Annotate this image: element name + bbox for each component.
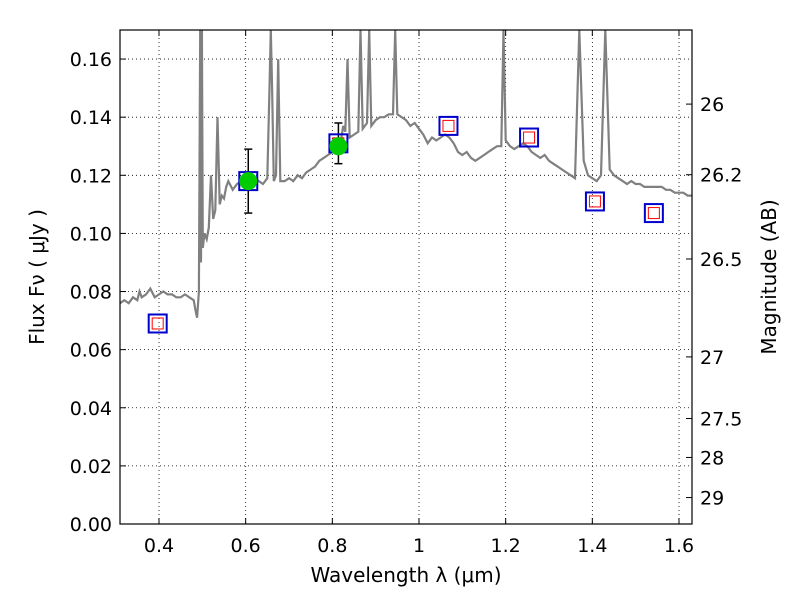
y2-tick-label: 26.5 bbox=[700, 249, 742, 271]
y-tick-label: 0.16 bbox=[70, 49, 112, 71]
measured-point bbox=[239, 172, 258, 191]
x-tick-label: 1 bbox=[413, 535, 425, 557]
y-tick-label: 0.06 bbox=[70, 340, 112, 362]
y-tick-label: 0.12 bbox=[70, 165, 112, 187]
model-box-inner bbox=[588, 195, 601, 208]
x-tick-label: 1.6 bbox=[664, 535, 694, 557]
y2-tick-label: 28 bbox=[700, 447, 724, 469]
model-box-outer bbox=[584, 191, 605, 212]
y2-tick-label: 29 bbox=[700, 488, 724, 510]
y2-axis-ticks: 26 26.2 26.5 27 27.5 28 29 bbox=[686, 94, 742, 510]
y-axis-label: Flux Fν ( μJy ) bbox=[25, 209, 49, 345]
y-tick-label: 0.10 bbox=[70, 223, 112, 245]
y2-tick-label: 27.5 bbox=[700, 409, 742, 431]
y-tick-label: 0.00 bbox=[70, 514, 112, 536]
model-box-outer bbox=[438, 115, 459, 136]
x-tick-label: 1.2 bbox=[491, 535, 521, 557]
x-axis-ticks: 0.4 0.6 0.8 1 1.2 1.4 1.6 bbox=[144, 30, 694, 557]
model-box-outer bbox=[519, 127, 540, 148]
model-box-inner bbox=[442, 119, 455, 132]
grid bbox=[120, 30, 692, 525]
model-box-inner bbox=[151, 317, 164, 330]
model-box-outer bbox=[147, 313, 168, 334]
error-bars bbox=[244, 122, 343, 214]
x-axis-label: Wavelength λ (μm) bbox=[310, 563, 501, 587]
y-tick-label: 0.08 bbox=[70, 282, 112, 304]
y-tick-label: 0.14 bbox=[70, 107, 112, 129]
plot-frame bbox=[119, 29, 693, 525]
y2-axis-label: Magnitude (AB) bbox=[757, 199, 781, 354]
x-tick-label: 0.4 bbox=[144, 535, 174, 557]
y2-tick-label: 27 bbox=[700, 347, 724, 369]
model-box-inner bbox=[647, 207, 660, 220]
y-tick-label: 0.04 bbox=[70, 398, 112, 420]
x-tick-label: 1.4 bbox=[577, 535, 607, 557]
y-tick-label: 0.02 bbox=[70, 456, 112, 478]
model-box-outer bbox=[643, 203, 664, 224]
measured-point bbox=[329, 137, 348, 156]
x-tick-label: 0.8 bbox=[317, 535, 347, 557]
y2-tick-label: 26 bbox=[700, 94, 724, 116]
measured-points bbox=[239, 137, 348, 191]
y2-tick-label: 26.2 bbox=[700, 165, 742, 187]
spectrum-line bbox=[120, 30, 692, 318]
model-box-inner bbox=[523, 131, 536, 144]
y-axis-ticks: 0.00 0.02 0.04 0.06 0.08 0.10 0.12 0.14 0.16 bbox=[70, 49, 126, 536]
x-tick-label: 0.6 bbox=[231, 535, 261, 557]
model-photometry-boxes bbox=[147, 115, 664, 334]
